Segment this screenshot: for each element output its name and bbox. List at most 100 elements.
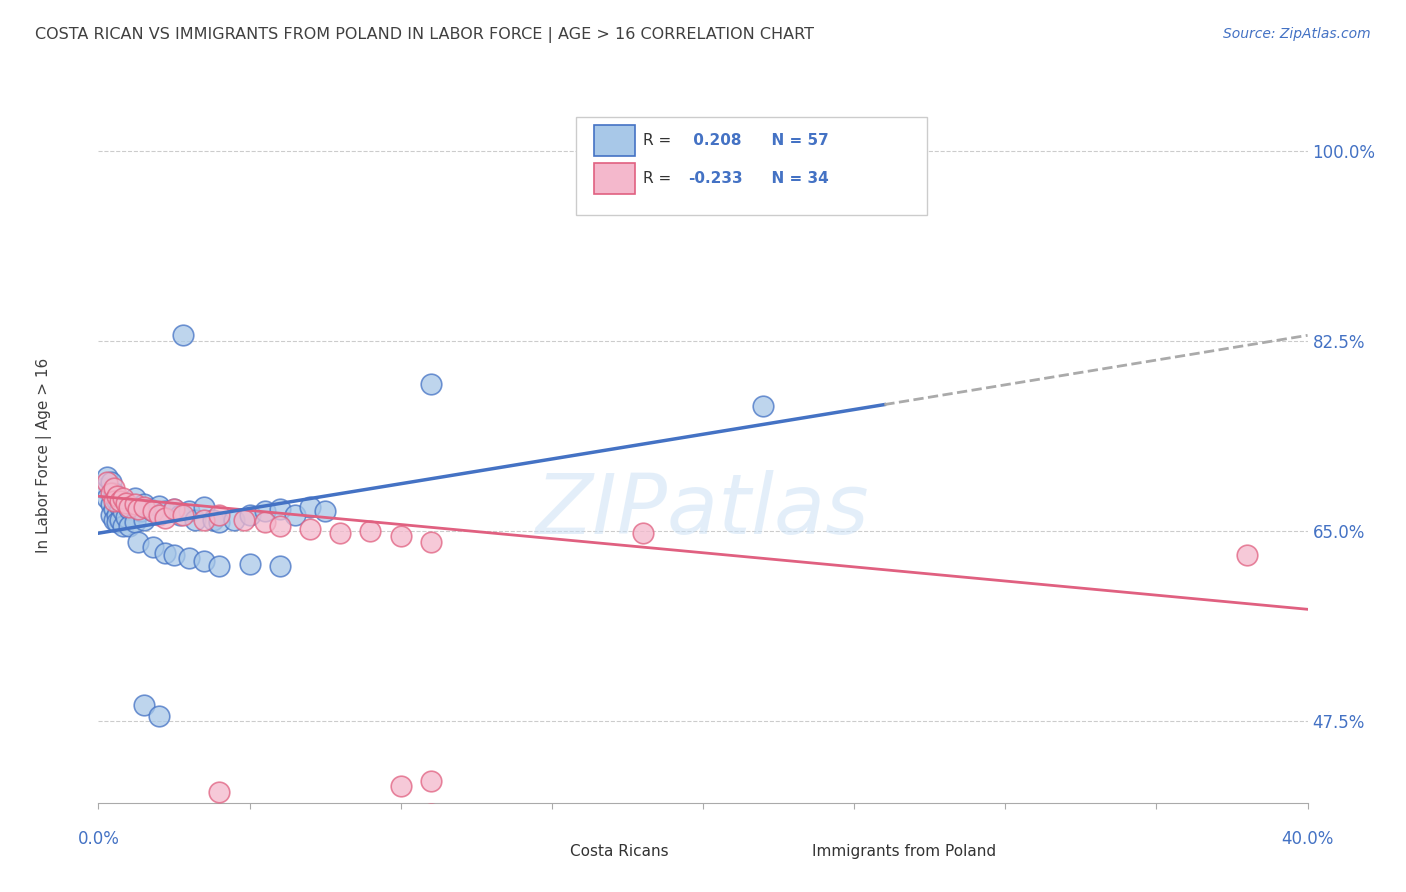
Text: R =: R = xyxy=(643,171,676,186)
Point xyxy=(93,481,115,495)
Point xyxy=(299,500,322,514)
Point xyxy=(420,377,443,392)
Point xyxy=(202,513,225,527)
Point xyxy=(129,504,152,518)
Text: ZIPatlas: ZIPatlas xyxy=(536,470,870,551)
Point xyxy=(389,780,412,794)
Point xyxy=(163,502,186,516)
Point xyxy=(193,554,215,568)
Point xyxy=(103,513,125,527)
Text: R =: R = xyxy=(643,133,676,148)
Point xyxy=(132,513,155,527)
Point xyxy=(127,535,149,549)
Point xyxy=(139,502,162,516)
Point xyxy=(118,518,141,533)
Point xyxy=(239,508,262,522)
Point xyxy=(224,513,246,527)
Point xyxy=(142,504,165,518)
Point xyxy=(124,516,146,530)
Text: -0.233: -0.233 xyxy=(689,171,744,186)
Point xyxy=(114,496,136,510)
Point xyxy=(389,529,412,543)
Point xyxy=(193,500,215,514)
Point xyxy=(105,516,128,530)
Point xyxy=(124,491,146,506)
Point xyxy=(1236,548,1258,562)
Point xyxy=(232,513,254,527)
Point xyxy=(208,785,231,799)
Point xyxy=(179,504,201,518)
Point xyxy=(179,551,201,566)
Point xyxy=(172,508,194,522)
FancyBboxPatch shape xyxy=(761,838,803,865)
Point xyxy=(103,486,125,500)
Point xyxy=(193,513,215,527)
Point xyxy=(105,489,128,503)
Text: N = 34: N = 34 xyxy=(761,171,828,186)
Point xyxy=(118,502,141,516)
Point xyxy=(108,513,131,527)
Text: 40.0%: 40.0% xyxy=(1281,830,1334,848)
Point xyxy=(172,328,194,343)
Point xyxy=(100,497,122,511)
Point xyxy=(208,516,231,530)
Point xyxy=(111,504,134,518)
Point xyxy=(163,548,186,562)
Point xyxy=(169,508,191,522)
Point xyxy=(114,509,136,524)
Point xyxy=(124,497,146,511)
Point xyxy=(153,546,176,560)
FancyBboxPatch shape xyxy=(595,125,636,156)
Point xyxy=(208,508,231,522)
Point xyxy=(284,508,307,522)
Text: N = 57: N = 57 xyxy=(761,133,828,148)
Point xyxy=(103,493,125,508)
Point xyxy=(420,774,443,789)
FancyBboxPatch shape xyxy=(595,163,636,194)
Point xyxy=(163,502,186,516)
Text: 0.0%: 0.0% xyxy=(77,830,120,848)
Point xyxy=(111,518,134,533)
Point xyxy=(420,535,443,549)
Text: Source: ZipAtlas.com: Source: ZipAtlas.com xyxy=(1223,27,1371,41)
Point xyxy=(96,469,118,483)
Point xyxy=(299,522,322,536)
Point xyxy=(108,493,131,508)
FancyBboxPatch shape xyxy=(576,118,927,215)
Text: COSTA RICAN VS IMMIGRANTS FROM POLAND IN LABOR FORCE | AGE > 16 CORRELATION CHAR: COSTA RICAN VS IMMIGRANTS FROM POLAND IN… xyxy=(35,27,814,43)
Point xyxy=(103,502,125,516)
Point xyxy=(148,499,170,513)
Point xyxy=(132,500,155,514)
Point xyxy=(329,526,352,541)
Point xyxy=(105,493,128,508)
Point xyxy=(239,557,262,571)
Point xyxy=(148,508,170,522)
Point xyxy=(692,817,714,831)
Point xyxy=(111,491,134,506)
Point xyxy=(108,500,131,514)
Point xyxy=(631,526,654,541)
Text: In Labor Force | Age > 16: In Labor Force | Age > 16 xyxy=(37,358,52,552)
Point xyxy=(360,524,382,538)
Point xyxy=(118,500,141,514)
Point xyxy=(132,698,155,712)
Point xyxy=(142,504,165,518)
Point xyxy=(103,481,125,495)
Point xyxy=(96,491,118,506)
Point xyxy=(420,806,443,821)
Point xyxy=(142,541,165,555)
Point xyxy=(253,504,276,518)
FancyBboxPatch shape xyxy=(519,838,561,865)
Point xyxy=(269,518,291,533)
Point xyxy=(153,511,176,525)
Text: Costa Ricans: Costa Ricans xyxy=(569,844,669,859)
Text: 0.208: 0.208 xyxy=(689,133,742,148)
Point xyxy=(100,475,122,489)
Point xyxy=(314,504,336,518)
Point xyxy=(269,502,291,516)
Point xyxy=(105,508,128,522)
Point xyxy=(153,504,176,518)
Text: Immigrants from Poland: Immigrants from Poland xyxy=(811,844,995,859)
Point xyxy=(96,475,118,489)
Point xyxy=(269,558,291,573)
